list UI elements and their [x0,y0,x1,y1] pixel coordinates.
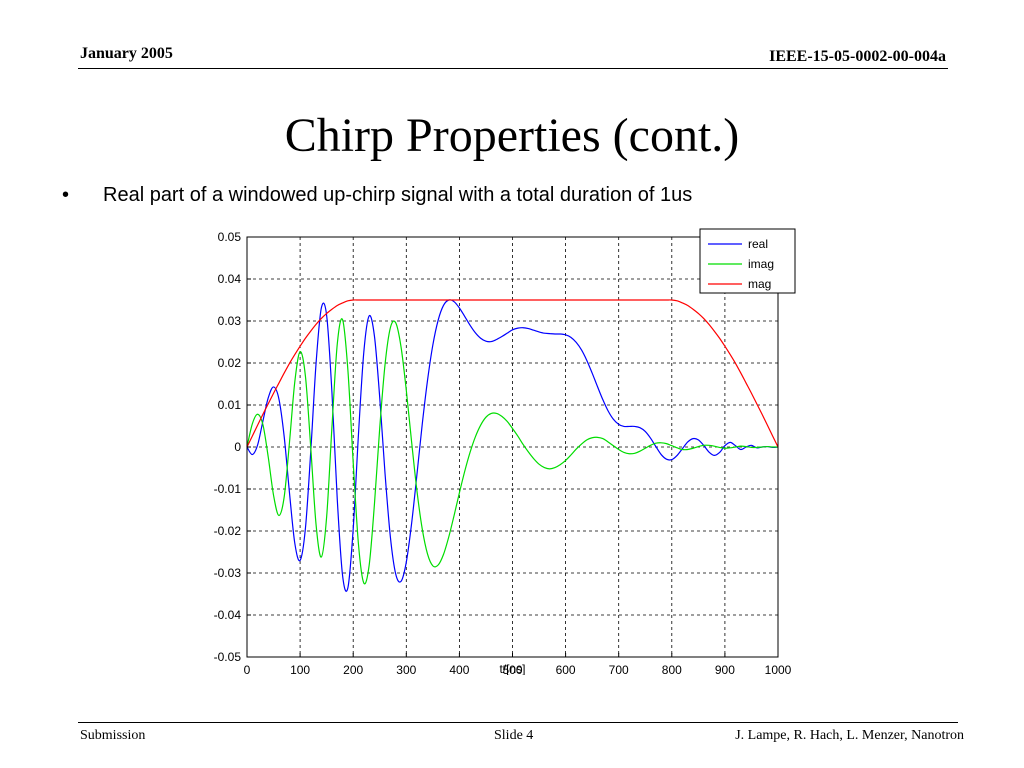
series-line-real [246,299,779,592]
x-tick-label: 200 [343,663,363,675]
x-tick-label: 100 [290,663,310,675]
series-group [246,299,779,592]
legend-label-real: real [748,237,768,251]
legend-label-imag: imag [748,257,774,271]
chirp-chart: 0 100 200 300 400 500 600 700 800 900 1000 -0.05 -0.… [214,228,796,675]
y-tick-label: -0.04 [214,608,242,622]
y-tick-label: -0.05 [214,650,242,664]
x-tick-label: 1000 [765,663,792,675]
header-rule [78,68,948,69]
x-tick-label: 800 [662,663,682,675]
x-axis-label: t/[ns] [499,662,525,675]
series-line-mag [246,299,779,448]
y-tick-label: -0.01 [214,482,242,496]
x-tick-label: 0 [244,663,251,675]
x-tick-label: 600 [556,663,576,675]
axis-ticks: 0 100 200 300 400 500 600 700 800 900 1000 -0.05 -0.… [214,230,792,675]
legend: real imag mag [699,228,796,294]
grid-lines [247,237,778,657]
y-tick-label: 0.01 [218,398,242,412]
footer-authors: J. Lampe, R. Hach, L. Menzer, Nanotron [735,728,964,743]
bullet-text: Real part of a windowed up-chirp signal … [103,184,693,206]
footer-submission: Submission [80,728,146,743]
y-tick-label: 0.03 [218,314,242,328]
y-tick-label: 0.04 [218,272,242,286]
header-doc-id: IEEE-15-05-0002-00-004a [769,48,946,65]
y-tick-label: 0.02 [218,356,242,370]
y-tick-label: 0.05 [218,230,242,244]
legend-label-mag: mag [748,277,771,291]
footer-slide-number: Slide 4 [494,728,534,743]
x-tick-label: 500 [502,663,522,675]
y-tick-label: -0.03 [214,566,242,580]
slide-title: Chirp Properties (cont.) [284,109,740,162]
x-tick-label: 900 [715,663,735,675]
legend-box [699,228,796,294]
x-tick-label: 300 [396,663,416,675]
y-tick-label: -0.02 [214,524,242,538]
series-line-imag [246,318,779,585]
x-tick-label: 400 [449,663,469,675]
x-tick-label: 700 [609,663,629,675]
header-date: January 2005 [80,45,173,62]
bullet-marker: • [62,184,70,206]
footer-rule [78,722,958,723]
y-tick-label: 0 [234,440,241,454]
